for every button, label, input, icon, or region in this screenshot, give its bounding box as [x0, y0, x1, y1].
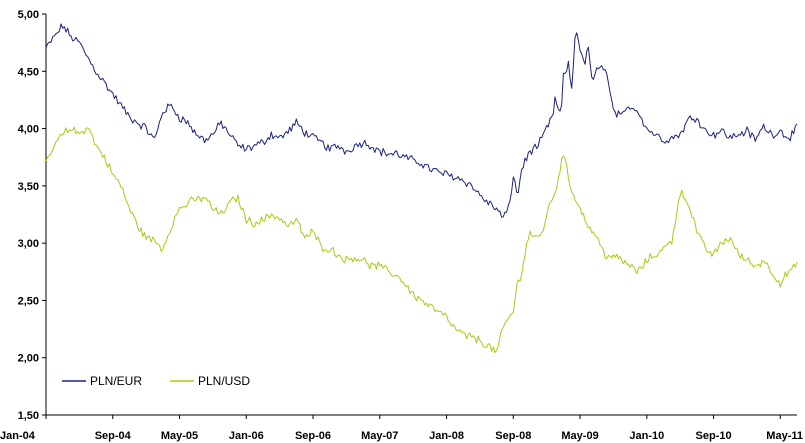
y-tick-label: 5,00	[18, 9, 39, 21]
y-tick-label: 3,50	[18, 181, 39, 193]
series-line-pln-usd	[45, 126, 798, 354]
y-tick-label: 2,00	[18, 353, 39, 365]
y-tick-label: 1,50	[18, 410, 39, 422]
legend: PLN/EUR PLN/USD	[62, 374, 250, 388]
legend-label-pln-eur: PLN/EUR	[90, 374, 142, 388]
x-tick-label: Sep-10	[696, 430, 732, 442]
x-tick-label: May-05	[161, 430, 198, 442]
y-tick-label: 3,00	[18, 238, 39, 250]
series-layer	[45, 23, 798, 354]
x-tick-label: May-11	[766, 430, 803, 442]
x-tick-label: May-09	[561, 430, 598, 442]
x-tick-label: Jan-04	[0, 430, 36, 442]
legend-label-pln-usd: PLN/USD	[198, 374, 250, 388]
y-tick-label: 4,00	[18, 124, 39, 136]
chart-axes	[45, 14, 797, 416]
series-line-pln-eur	[45, 23, 798, 218]
x-tick-label: Jan-10	[629, 430, 664, 442]
y-tick-label: 2,50	[18, 295, 39, 307]
y-axis-ticks: 1,50 2,00 2,50 3,00 3,50 4,00 4,50 5,00	[18, 9, 46, 422]
y-tick-label: 4,50	[18, 66, 39, 78]
x-axis-ticks: Jan-04 Sep-04 May-05 Jan-06 Sep-06 May-07 Jan-…	[0, 415, 803, 442]
x-tick-label: Sep-06	[295, 430, 331, 442]
x-tick-label: Sep-08	[495, 430, 531, 442]
x-tick-label: May-07	[361, 430, 398, 442]
x-tick-label: Jan-06	[229, 430, 264, 442]
x-tick-label: Sep-04	[95, 430, 132, 442]
x-tick-label: Jan-08	[429, 430, 464, 442]
